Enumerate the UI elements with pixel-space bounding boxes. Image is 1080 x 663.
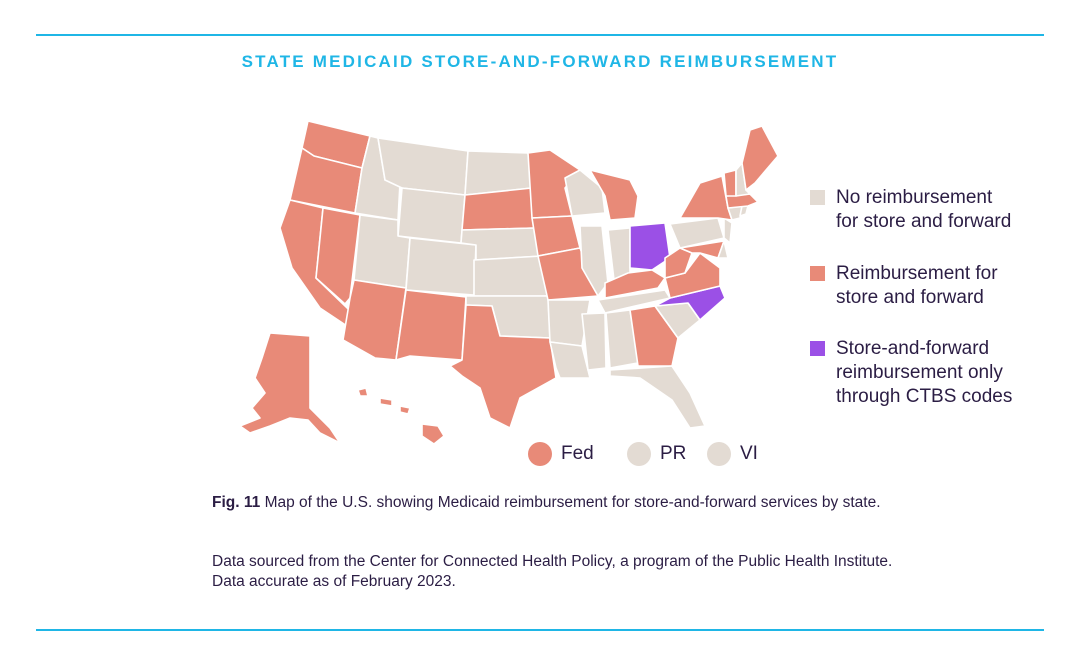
state-fl (609, 365, 706, 429)
map-title: STATE MEDICAID STORE-AND-FORWARD REIMBUR… (241, 52, 839, 71)
state-oh (629, 222, 671, 271)
state-hi (357, 387, 445, 445)
us-state-map (239, 120, 779, 445)
state-in (607, 227, 631, 281)
state-wi (564, 169, 606, 217)
state-co (405, 237, 477, 296)
legend-item-reimbursement: Reimbursement for store and forward (810, 262, 998, 310)
state-az (342, 279, 407, 361)
state-nh (735, 162, 751, 197)
source-line-2: Data accurate as of February 2023. (212, 573, 456, 590)
territory-dot-vi (707, 442, 731, 466)
territory-label-pr: PR (660, 443, 687, 464)
legend-label-reimbursed-1: Reimbursement for (836, 263, 998, 284)
state-wy (397, 187, 466, 244)
state-md (679, 240, 725, 259)
legend-label-ctbs-2: reimbursement only (836, 362, 1003, 383)
state-sd (461, 187, 536, 231)
state-ga (629, 305, 679, 367)
state-mi (589, 169, 639, 221)
figure-caption: Fig. 11 Map of the U.S. showing Medicaid… (212, 494, 881, 512)
legend-label-none-2: for store and forward (836, 211, 1012, 232)
legend-item-ctbs: Store-and-forward reimbursement only thr… (810, 337, 1012, 409)
territory-dot-pr (627, 442, 651, 466)
top-rule (36, 34, 1044, 36)
territory-dot-fed (528, 442, 552, 466)
state-il (579, 225, 609, 297)
state-la (549, 341, 591, 379)
data-source-note: Data sourced from the Center for Connect… (212, 552, 892, 592)
legend-swatch-reimbursed (810, 266, 825, 281)
state-nj (723, 217, 733, 244)
state-wv (664, 247, 693, 279)
state-de (717, 240, 729, 259)
legend-label-ctbs-1: Store-and-forward (836, 338, 990, 359)
figure-number: Fig. 11 (212, 494, 261, 511)
state-nv (315, 207, 361, 305)
legend-item-no-reimbursement: No reimbursement for store and forward (810, 186, 1011, 234)
legend-label-reimbursed-2: store and forward (836, 287, 984, 308)
legend-label-none-1: No reimbursement (836, 187, 993, 208)
state-ms (581, 312, 607, 371)
bottom-rule (36, 629, 1044, 631)
figure-caption-text: Map of the U.S. showing Medicaid reimbur… (264, 494, 881, 511)
source-line-1: Data sourced from the Center for Connect… (212, 553, 893, 570)
state-ri (739, 205, 749, 217)
legend-swatch-ctbs (810, 341, 825, 356)
legend-swatch-none (810, 190, 825, 205)
state-vt (723, 169, 737, 197)
territory-label-fed: Fed (561, 443, 594, 464)
territory-label-vi: VI (740, 443, 758, 464)
state-ak (239, 332, 341, 444)
state-ks (473, 255, 549, 297)
legend-label-ctbs-3: through CTBS codes (836, 386, 1013, 407)
state-me (741, 125, 779, 191)
state-nm (395, 289, 467, 361)
